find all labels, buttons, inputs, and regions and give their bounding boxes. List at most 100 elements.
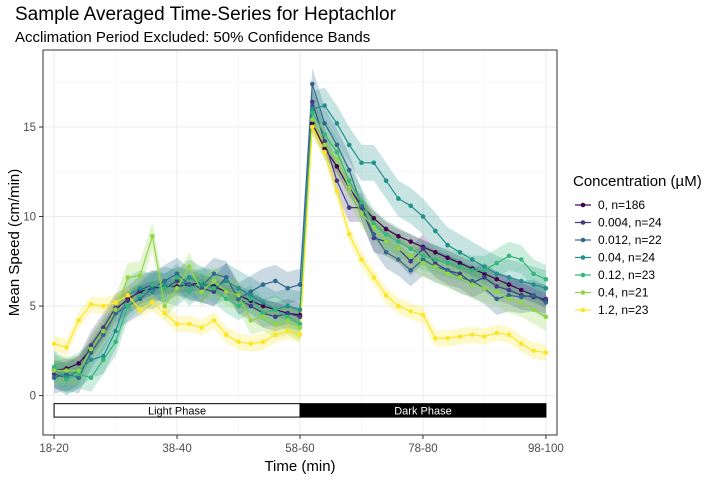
data-point — [531, 293, 536, 298]
data-point — [346, 142, 352, 148]
data-point — [494, 260, 500, 266]
data-point — [371, 232, 377, 237]
data-point — [187, 321, 192, 327]
data-point — [457, 275, 463, 280]
data-point — [334, 164, 340, 169]
data-point — [285, 310, 291, 316]
data-point — [260, 303, 266, 309]
data-point — [236, 293, 241, 298]
data-point — [433, 257, 438, 262]
data-point — [420, 214, 426, 219]
data-point — [64, 371, 69, 377]
data-point — [211, 285, 217, 291]
data-point — [137, 273, 143, 278]
data-point — [51, 364, 57, 370]
y-axis-title: Mean Speed (cm/min) — [6, 169, 23, 317]
data-point — [359, 199, 364, 205]
data-point — [543, 285, 549, 291]
data-point — [506, 275, 512, 280]
phase-label: Dark Phase — [394, 405, 451, 417]
data-point — [506, 296, 512, 302]
data-point — [199, 325, 204, 330]
data-point — [371, 235, 377, 241]
data-point — [101, 303, 106, 309]
data-point — [51, 371, 57, 377]
data-point — [383, 178, 389, 183]
data-point — [346, 178, 352, 183]
series-points — [51, 81, 549, 382]
data-point — [101, 353, 106, 359]
data-point — [420, 253, 426, 259]
data-point — [125, 298, 131, 304]
x-tick-label: 38-40 — [162, 443, 191, 455]
data-point — [187, 289, 192, 295]
data-point — [519, 278, 524, 284]
data-point — [248, 303, 254, 309]
data-point — [113, 310, 118, 316]
data-point — [125, 303, 131, 309]
data-point — [150, 289, 155, 295]
data-point — [482, 264, 487, 270]
data-point — [162, 282, 167, 287]
data-point — [211, 271, 217, 277]
data-point — [322, 103, 327, 108]
data-point — [150, 233, 155, 239]
data-point — [199, 282, 204, 287]
data-point — [408, 246, 414, 252]
data-point — [101, 332, 106, 338]
data-point — [88, 343, 94, 348]
data-point — [88, 350, 94, 355]
legend-item: 0.12, n=23 — [575, 268, 655, 282]
data-point — [64, 368, 69, 373]
data-point — [260, 339, 266, 345]
data-point — [396, 257, 401, 262]
legend-item: 0.004, n=24 — [575, 216, 662, 230]
data-point — [322, 146, 327, 151]
data-point — [494, 276, 500, 282]
phase-label: Light Phase — [148, 405, 206, 417]
data-point — [285, 314, 291, 320]
data-point — [88, 346, 94, 352]
data-point — [519, 341, 524, 347]
data-point — [433, 228, 438, 234]
data-point — [310, 124, 315, 130]
data-point — [162, 310, 167, 316]
data-point — [445, 255, 450, 260]
data-point — [248, 289, 254, 295]
data-point — [445, 336, 450, 341]
data-point — [433, 260, 438, 266]
data-point — [125, 275, 131, 280]
data-point — [162, 278, 167, 284]
data-point — [457, 334, 463, 339]
data-point — [162, 285, 167, 291]
data-point — [433, 264, 438, 270]
data-point — [88, 302, 94, 307]
data-point — [322, 142, 327, 148]
legend-key-point — [580, 307, 586, 313]
data-point — [211, 278, 217, 284]
data-point — [494, 289, 500, 295]
data-point — [137, 293, 143, 298]
x-tick-label: 18-20 — [39, 443, 68, 455]
data-point — [457, 271, 463, 277]
data-point — [223, 332, 229, 338]
data-point — [469, 278, 475, 284]
data-point — [506, 282, 512, 287]
data-point — [531, 348, 536, 354]
data-point — [383, 232, 389, 237]
data-point — [101, 357, 106, 363]
data-point — [310, 81, 315, 87]
data-point — [469, 268, 475, 273]
data-point — [322, 131, 327, 137]
data-point — [396, 303, 401, 309]
data-point — [420, 260, 426, 266]
x-tick-label: 78-80 — [408, 443, 437, 455]
data-point — [297, 307, 303, 313]
phase-segment — [299, 403, 547, 418]
data-point — [273, 321, 278, 327]
confidence-band — [54, 87, 546, 396]
data-point — [531, 271, 536, 277]
legend-label: 0.12, n=23 — [598, 268, 655, 282]
data-point — [494, 271, 500, 277]
data-point — [76, 371, 81, 377]
